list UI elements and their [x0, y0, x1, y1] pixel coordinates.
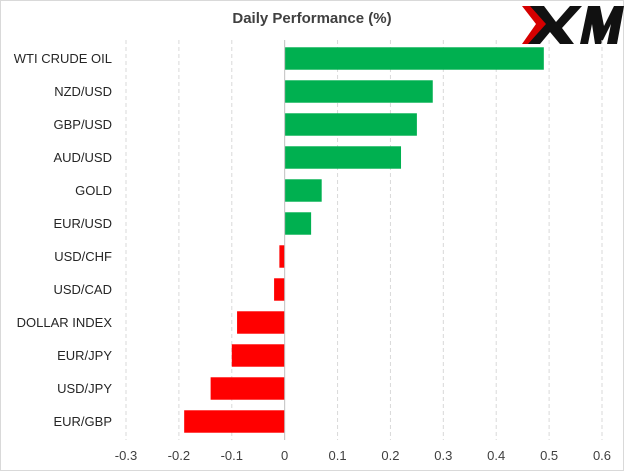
bar — [284, 146, 402, 169]
category-label: USD/CAD — [53, 282, 112, 297]
category-label: AUD/USD — [53, 150, 112, 165]
x-tick-label: 0.3 — [434, 448, 452, 463]
category-label: EUR/JPY — [57, 348, 112, 363]
category-labels: WTI CRUDE OIL NZD/USD GBP/USD AUD/USD GOLD EU… — [14, 51, 113, 429]
category-label: USD/JPY — [57, 381, 112, 396]
category-label: EUR/GBP — [53, 414, 112, 429]
x-tick-label: 0.6 — [593, 448, 611, 463]
bar — [210, 377, 285, 400]
chart-title: Daily Performance (%) — [232, 10, 392, 27]
bar — [274, 278, 285, 301]
bars — [184, 47, 544, 433]
bar — [284, 47, 544, 70]
x-tick-label: 0 — [281, 448, 288, 463]
category-label: EUR/USD — [53, 216, 112, 231]
category-label: USD/CHF — [54, 249, 112, 264]
bar — [284, 80, 433, 103]
x-tick-label: -0.2 — [168, 448, 190, 463]
x-tick-label: -0.1 — [221, 448, 243, 463]
x-tick-label: 0.5 — [540, 448, 558, 463]
x-tick-label: 0.1 — [329, 448, 347, 463]
bar — [284, 212, 312, 235]
category-label: GBP/USD — [53, 117, 112, 132]
category-label: WTI CRUDE OIL — [14, 51, 112, 66]
bar — [284, 113, 417, 136]
gridlines — [125, 40, 603, 440]
xm-logo — [522, 6, 624, 44]
category-label: NZD/USD — [54, 84, 112, 99]
x-tick-label: 0.2 — [381, 448, 399, 463]
bar — [279, 245, 285, 268]
xm-logo-mark — [522, 6, 624, 44]
x-tick-labels: -0.3 -0.2 -0.1 0 0.1 0.2 0.3 0.4 0.5 0.6 — [115, 448, 611, 463]
x-tick-label: -0.3 — [115, 448, 137, 463]
bar — [184, 410, 285, 433]
bar — [231, 344, 285, 367]
x-tick-label: 0.4 — [487, 448, 505, 463]
category-label: GOLD — [75, 183, 112, 198]
bar — [237, 311, 285, 334]
bar — [284, 179, 322, 202]
category-label: DOLLAR INDEX — [17, 315, 113, 330]
